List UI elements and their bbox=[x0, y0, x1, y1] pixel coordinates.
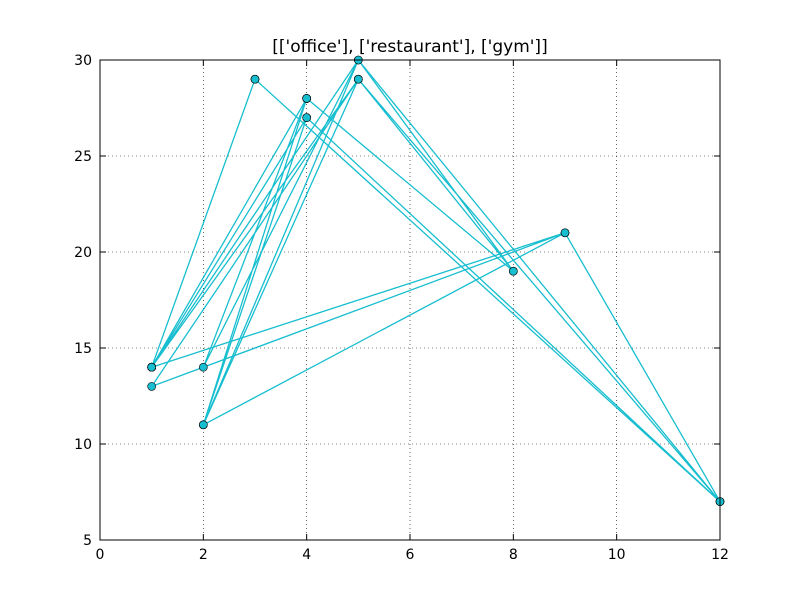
data-point bbox=[354, 74, 363, 84]
x-tick-label: 10 bbox=[608, 547, 626, 563]
y-tick-label: 20 bbox=[74, 245, 92, 261]
data-point bbox=[199, 420, 208, 430]
x-tick-label: 12 bbox=[711, 547, 729, 563]
x-tick-label: 2 bbox=[199, 547, 208, 563]
y-tick-label: 30 bbox=[74, 53, 92, 69]
y-tick-label: 25 bbox=[74, 149, 92, 165]
data-point bbox=[302, 113, 311, 122]
data-point bbox=[560, 228, 570, 238]
x-tick-label: 6 bbox=[406, 547, 415, 563]
data-point bbox=[199, 362, 208, 372]
y-tick-label: 10 bbox=[74, 437, 92, 453]
y-tick-label: 15 bbox=[74, 341, 92, 357]
x-tick-label: 8 bbox=[509, 547, 518, 563]
x-tick-label: 0 bbox=[96, 547, 105, 563]
data-point bbox=[302, 94, 311, 103]
chart-title: [['office'], ['restaurant'], ['gym']] bbox=[272, 37, 547, 57]
x-tick-label: 4 bbox=[302, 547, 311, 563]
data-point bbox=[147, 382, 156, 391]
series-layer bbox=[147, 55, 725, 506]
data-point bbox=[147, 362, 156, 372]
data-point bbox=[509, 266, 518, 276]
axis-ticks: 0 2 4 6 8 10 12 5 10 15 20 25 30 bbox=[74, 53, 729, 563]
y-tick-label: 5 bbox=[83, 533, 92, 549]
data-point bbox=[250, 74, 260, 84]
series-line bbox=[151, 59, 721, 503]
